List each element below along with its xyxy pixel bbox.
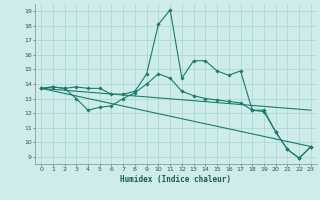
X-axis label: Humidex (Indice chaleur): Humidex (Indice chaleur) bbox=[121, 175, 231, 184]
